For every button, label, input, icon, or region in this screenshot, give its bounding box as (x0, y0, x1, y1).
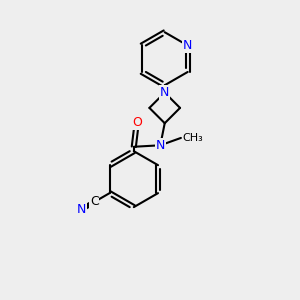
Text: N: N (183, 39, 192, 52)
Text: CH₃: CH₃ (182, 133, 203, 143)
Text: N: N (77, 203, 86, 216)
Text: N: N (156, 139, 165, 152)
Text: C: C (90, 196, 99, 208)
Text: O: O (132, 116, 142, 129)
Text: N: N (160, 86, 169, 99)
